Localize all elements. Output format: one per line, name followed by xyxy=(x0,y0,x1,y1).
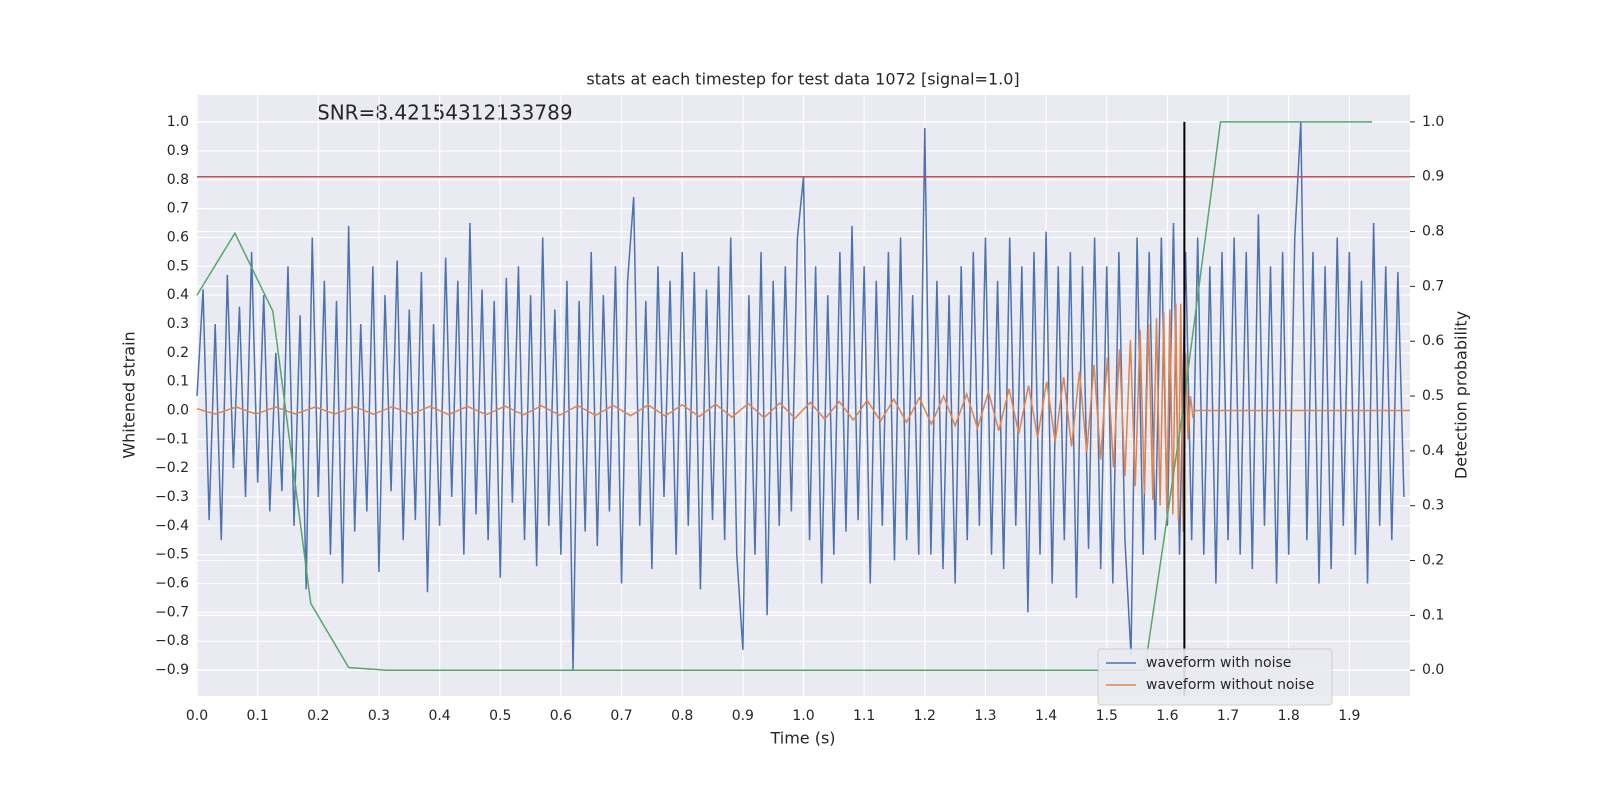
y2-axis-label: Detection probability xyxy=(1452,311,1471,479)
y-tick-label: 0.7 xyxy=(167,201,189,217)
y-tick-label: −0.4 xyxy=(155,518,189,534)
x-tick-label: 1.7 xyxy=(1217,708,1239,724)
x-tick-label: 0.0 xyxy=(186,708,208,724)
x-tick-label: 0.2 xyxy=(307,708,329,724)
y-tick-label: 0.3 xyxy=(167,316,189,332)
series-line xyxy=(196,122,1405,671)
y2-tick-label: 0.0 xyxy=(1422,662,1444,678)
x-tick-label: 1.4 xyxy=(1035,708,1057,724)
y-tick-label: 0.4 xyxy=(167,287,189,303)
annotation: SNR=8.42154312133789 xyxy=(317,101,573,125)
y2-tick-label: 0.4 xyxy=(1422,443,1444,459)
x-tick-label: 0.5 xyxy=(489,708,511,724)
y-tick-label: 1.0 xyxy=(167,114,189,130)
x-tick-label: 0.3 xyxy=(368,708,390,724)
legend-box xyxy=(1097,648,1333,706)
y-tick-label: −0.1 xyxy=(155,431,189,447)
y-tick-label: 0.8 xyxy=(167,172,189,188)
y-tick-label: 0.2 xyxy=(167,345,189,361)
y2-tick-label: 0.2 xyxy=(1422,553,1444,569)
x-tick-label: 1.3 xyxy=(974,708,996,724)
y-tick-label: −0.7 xyxy=(155,604,189,620)
y-tick-label: −0.8 xyxy=(155,633,189,649)
x-axis-label: Time (s) xyxy=(769,729,835,748)
x-tick-label: 0.8 xyxy=(671,708,693,724)
y-tick-label: −0.9 xyxy=(155,662,189,678)
x-tick-label: 1.0 xyxy=(792,708,814,724)
y2-tick-label: 0.3 xyxy=(1422,498,1444,514)
legend: waveform with noise waveform without nois… xyxy=(1097,648,1333,706)
y-tick-label: −0.3 xyxy=(155,489,189,505)
x-tick-label: 1.1 xyxy=(853,708,875,724)
x-tick-label: 1.2 xyxy=(914,708,936,724)
chart-title: stats at each timestep for test data 107… xyxy=(586,70,1019,89)
y2-tick-label: 0.6 xyxy=(1422,333,1444,349)
x-tick-label: 1.9 xyxy=(1338,708,1360,724)
y2-tick-label: 0.8 xyxy=(1422,224,1444,240)
y2-tick-label: 0.7 xyxy=(1422,278,1444,294)
legend-label: waveform without noise xyxy=(1146,677,1314,693)
y2-tick-label: 0.1 xyxy=(1422,607,1444,623)
x-tick-label: 1.5 xyxy=(1096,708,1118,724)
y-tick-label: 0.1 xyxy=(167,374,189,390)
y-tick-label: −0.6 xyxy=(155,576,189,592)
series-line xyxy=(196,303,1410,532)
x-tick-label: 0.9 xyxy=(732,708,754,724)
y-tick-label: 0.0 xyxy=(167,402,189,418)
y-tick-label: −0.5 xyxy=(155,547,189,563)
y-tick-label: 0.5 xyxy=(167,258,189,274)
y-tick-label: 0.6 xyxy=(167,229,189,245)
y2-tick-label: 0.9 xyxy=(1422,169,1444,185)
x-tick-label: 0.1 xyxy=(247,708,269,724)
x-tick-label: 1.6 xyxy=(1156,708,1178,724)
y-tick-label: 0.9 xyxy=(167,143,189,159)
y2-tick-label: 1.0 xyxy=(1422,114,1444,130)
x-tick-label: 0.4 xyxy=(428,708,450,724)
series-line xyxy=(196,121,1373,671)
y-tick-label: −0.2 xyxy=(155,460,189,476)
x-tick-label: 0.7 xyxy=(610,708,632,724)
x-tick-label: 0.6 xyxy=(550,708,572,724)
y2-tick-label: 0.5 xyxy=(1422,388,1444,404)
x-tick-label: 1.8 xyxy=(1278,708,1300,724)
legend-label: waveform with noise xyxy=(1146,655,1291,671)
y-axis-label: Whitened strain xyxy=(120,331,139,458)
